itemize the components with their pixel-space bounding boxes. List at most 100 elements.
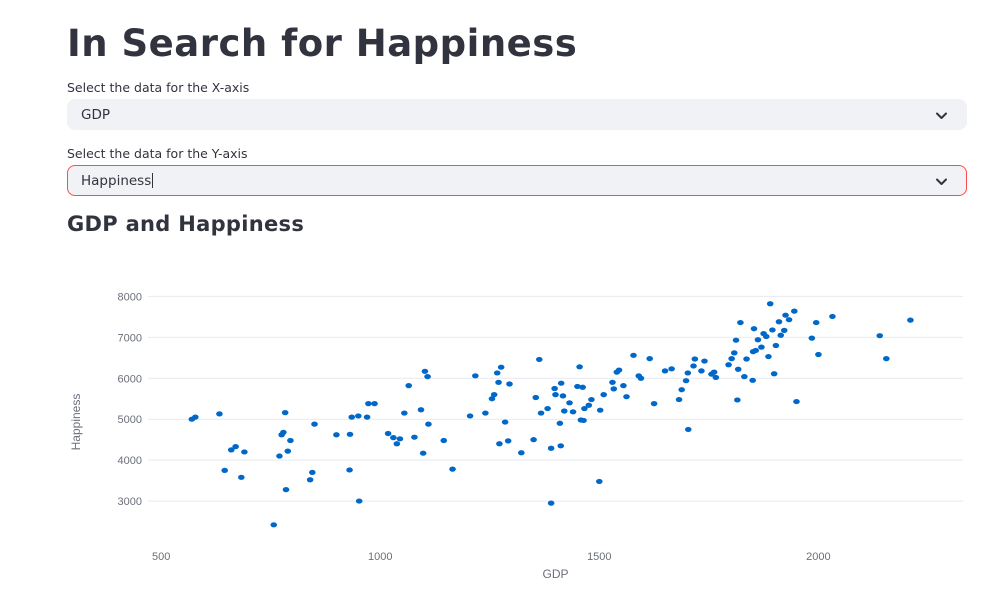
scatter-point[interactable] <box>579 384 586 390</box>
scatter-point[interactable] <box>615 367 623 373</box>
scatter-point[interactable] <box>559 393 567 399</box>
scatter-point[interactable] <box>752 347 760 354</box>
scatter-point[interactable] <box>281 410 289 416</box>
chevron-down-icon[interactable] <box>935 109 948 122</box>
scatter-point[interactable] <box>355 413 362 419</box>
chevron-down-icon[interactable] <box>935 175 948 188</box>
scatter-point[interactable] <box>883 356 890 362</box>
scatter-point[interactable] <box>440 437 448 444</box>
scatter-point[interactable] <box>535 356 543 363</box>
scatter-point[interactable] <box>734 366 742 372</box>
scatter-point[interactable] <box>701 358 708 364</box>
scatter-point[interactable] <box>793 398 800 405</box>
scatter-point[interactable] <box>287 437 294 444</box>
scatter-point[interactable] <box>684 426 692 433</box>
scatter-point[interactable] <box>728 356 735 362</box>
scatter-point[interactable] <box>749 377 756 383</box>
scatter-point[interactable] <box>466 413 474 419</box>
scatter-point[interactable] <box>668 366 675 372</box>
scatter-point[interactable] <box>518 450 525 456</box>
scatter-point[interactable] <box>504 438 512 444</box>
scatter-point[interactable] <box>596 478 603 485</box>
scatter-point[interactable] <box>544 405 551 412</box>
scatter-point[interactable] <box>276 453 283 459</box>
scatter-point[interactable] <box>560 408 568 414</box>
scatter-point[interactable] <box>227 447 235 453</box>
scatter-point[interactable] <box>588 396 595 403</box>
scatter-point[interactable] <box>690 363 697 369</box>
scatter-point[interactable] <box>808 335 816 341</box>
scatter-point[interactable] <box>232 444 239 450</box>
scatter-point[interactable] <box>585 402 593 408</box>
scatter-point[interactable] <box>758 344 765 350</box>
scatter-point[interactable] <box>532 394 540 401</box>
scatter-point[interactable] <box>495 379 502 385</box>
scatter-point[interactable] <box>216 411 223 417</box>
scatter-point[interactable] <box>241 449 248 455</box>
scatter-point[interactable] <box>772 342 780 349</box>
y-axis-select[interactable]: Happiness <box>67 165 967 196</box>
y-axis-select-value[interactable]: Happiness <box>81 173 154 189</box>
scatter-point[interactable] <box>311 421 318 427</box>
scatter-point[interactable] <box>280 429 287 435</box>
scatter-point[interactable] <box>284 448 292 454</box>
scatter-point[interactable] <box>355 498 363 504</box>
scatter-point[interactable] <box>547 445 555 451</box>
scatter-point[interactable] <box>775 319 783 325</box>
scatter-point[interactable] <box>419 450 427 456</box>
scatter-point[interactable] <box>488 396 496 402</box>
scatter-point[interactable] <box>333 432 340 438</box>
scatter-point[interactable] <box>497 364 505 370</box>
scatter-point[interactable] <box>610 386 618 392</box>
scatter-point[interactable] <box>537 410 545 416</box>
scatter-point[interactable] <box>730 350 738 356</box>
scatter-point[interactable] <box>609 379 616 385</box>
scatter-point[interactable] <box>306 477 314 483</box>
scatter-point[interactable] <box>710 369 718 375</box>
scatter-point[interactable] <box>650 401 658 407</box>
scatter-point[interactable] <box>741 374 748 380</box>
scatter-point[interactable] <box>405 383 413 389</box>
scatter-point[interactable] <box>698 368 705 374</box>
scatter-point[interactable] <box>472 373 479 379</box>
scatter-point[interactable] <box>346 431 354 437</box>
scatter-point[interactable] <box>675 396 683 403</box>
scatter-point[interactable] <box>551 385 558 392</box>
scatter-point[interactable] <box>574 383 581 390</box>
scatter-point[interactable] <box>782 312 789 318</box>
scatter-point[interactable] <box>762 333 770 340</box>
scatter-point[interactable] <box>596 407 604 413</box>
scatter-point[interactable] <box>712 374 720 381</box>
scatter-point[interactable] <box>661 368 669 374</box>
scatter-point[interactable] <box>732 337 740 343</box>
scatter-point[interactable] <box>637 375 645 381</box>
scatter-point[interactable] <box>812 319 820 326</box>
scatter-point[interactable] <box>425 421 432 427</box>
scatter-chart[interactable]: 3000 4000 5000 6000 7000 8000 500 1000 1500 2000… <box>0 280 1000 600</box>
scatter-point[interactable] <box>769 327 776 333</box>
scatter-point[interactable] <box>678 387 685 393</box>
scatter-point[interactable] <box>371 401 378 407</box>
scatter-point[interactable] <box>576 364 583 370</box>
scatter-point[interactable] <box>309 469 316 476</box>
scatter-point[interactable] <box>754 337 762 343</box>
scatter-point[interactable] <box>506 381 513 387</box>
scatter-point[interactable] <box>737 319 744 326</box>
scatter-point[interactable] <box>496 441 503 447</box>
scatter-point[interactable] <box>501 419 509 425</box>
scatter-point[interactable] <box>569 409 577 415</box>
chart-points[interactable] <box>188 301 914 528</box>
scatter-point[interactable] <box>766 301 774 307</box>
scatter-point[interactable] <box>780 327 788 333</box>
scatter-point[interactable] <box>449 466 456 472</box>
scatter-point[interactable] <box>557 443 565 449</box>
scatter-point[interactable] <box>421 368 429 374</box>
scatter-point[interactable] <box>493 370 501 376</box>
scatter-point[interactable] <box>750 326 758 332</box>
scatter-point[interactable] <box>424 374 431 380</box>
scatter-point[interactable] <box>346 467 353 473</box>
scatter-point[interactable] <box>566 400 573 406</box>
scatter-point[interactable] <box>221 467 228 473</box>
scatter-point[interactable] <box>238 474 245 480</box>
scatter-point[interactable] <box>490 392 498 398</box>
